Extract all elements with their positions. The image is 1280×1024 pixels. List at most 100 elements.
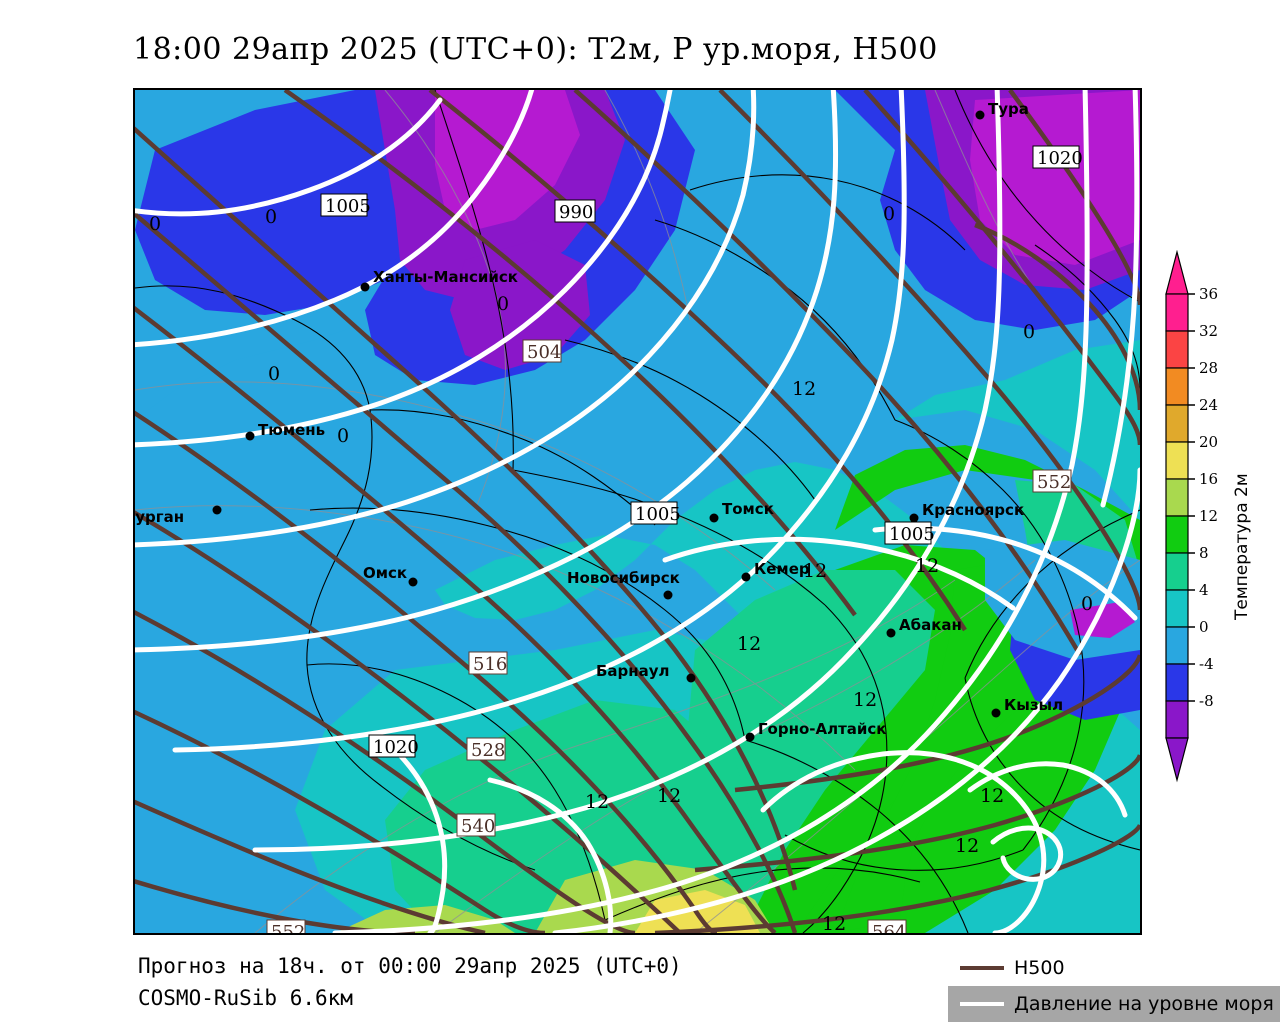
city-tyumen: Тюмень xyxy=(245,421,325,441)
city-dot xyxy=(408,577,418,587)
temp-label-12-4: 12 xyxy=(737,633,761,655)
svg-text:552: 552 xyxy=(1037,472,1071,493)
city-barnaul: Барнаул xyxy=(596,662,696,683)
colorbar-tick--8: -8 xyxy=(1199,692,1214,710)
mslp-labels: 1005 990 1020 1005 1005 1020 xyxy=(320,145,1083,758)
temp-fill-coldest-b xyxy=(970,90,1140,265)
temp-label-0-7: 0 xyxy=(1023,321,1035,343)
mslp-label-1020-a: 1020 xyxy=(1032,145,1083,169)
city-novosibirsk: Новосибирск xyxy=(567,569,680,600)
city-label: Горно-Алтайск xyxy=(758,720,887,738)
model-line: COSMO-RuSib 6.6км xyxy=(138,986,353,1010)
city-label: Новосибирск xyxy=(567,569,680,587)
colorbar-tick-16: 16 xyxy=(1199,470,1218,488)
city-dot xyxy=(975,110,985,120)
temp-label-12-10: 12 xyxy=(822,913,846,933)
colorbar-tick-28: 28 xyxy=(1199,359,1218,377)
mslp-label-1005-c: 1005 xyxy=(884,521,935,545)
colorbar-axis-title: Температура 2м xyxy=(1232,473,1252,620)
city-label: Тура xyxy=(988,100,1029,118)
mslp-line-swatch xyxy=(960,1002,1004,1006)
temp-label-0-4: 0 xyxy=(268,363,280,385)
legend-row-h500: H500 xyxy=(948,950,1280,986)
temp-label-0-3: 0 xyxy=(497,293,509,315)
colorbar-svg: 36 32 28 24 20 16 12 8 4 0 -4 -8 xyxy=(1165,250,1218,783)
city-label: Омск xyxy=(363,564,407,582)
city-krasnoyarsk: Красноярск xyxy=(909,501,1024,523)
svg-text:564: 564 xyxy=(872,922,906,933)
colorbar-tick-12: 12 xyxy=(1199,507,1218,525)
city-label: Абакан xyxy=(899,616,962,634)
svg-text:990: 990 xyxy=(559,202,593,223)
city-label: Красноярск xyxy=(922,501,1024,519)
temp-label-12-3: 12 xyxy=(915,555,939,577)
temp-label-0-2: 0 xyxy=(265,206,277,228)
temp-label-12: 12 xyxy=(792,378,816,400)
city-dot xyxy=(709,513,719,523)
city-kyzyl: Кызыл xyxy=(991,696,1063,718)
h500-label-516: 516 xyxy=(468,651,508,675)
colorbar-tick-0: 0 xyxy=(1199,618,1209,636)
city-omsk: Омск xyxy=(363,564,418,587)
colorbar-bands xyxy=(1165,250,1189,783)
svg-text:552: 552 xyxy=(271,922,305,933)
temp-label-0-5: 0 xyxy=(337,425,349,447)
city-dot xyxy=(360,282,370,292)
svg-text:1020: 1020 xyxy=(373,737,419,758)
h500-label-540: 540 xyxy=(456,813,496,837)
colorbar-tick--4: -4 xyxy=(1199,655,1214,673)
svg-text:516: 516 xyxy=(473,654,507,675)
city-kemerovo: Кемер xyxy=(741,560,810,582)
city-tura: Тура xyxy=(975,100,1029,120)
svg-text:504: 504 xyxy=(527,342,561,363)
temp-label-12-8: 12 xyxy=(980,785,1004,807)
city-dot xyxy=(663,590,673,600)
h500-label-528: 528 xyxy=(466,737,506,761)
map-canvas: 0 0 0 0 0 0 0 12 12 12 12 12 12 12 12 12… xyxy=(135,90,1140,933)
footer-text: Прогноз на 18ч. от 00:00 29апр 2025 (UTC… xyxy=(138,950,898,1014)
mslp-label-1005-a: 1005 xyxy=(320,193,371,217)
h500-label-552-b: 552 xyxy=(1032,469,1072,493)
mslp-label-1020-b: 1020 xyxy=(368,734,419,758)
h500-labels: 504 516 528 540 552 552 564 xyxy=(266,339,1072,933)
city-dot xyxy=(741,572,751,582)
city-markers: Тура Ханты-Мансийск Тюмень Курган Омск Т… xyxy=(135,100,1063,742)
city-dot xyxy=(212,505,222,515)
forecast-line: Прогноз на 18ч. от 00:00 29апр 2025 (UTC… xyxy=(138,954,682,978)
city-label: Кызыл xyxy=(1004,696,1063,714)
temp-label-12-6: 12 xyxy=(585,791,609,813)
svg-text:1005: 1005 xyxy=(889,524,935,545)
h500-label-564: 564 xyxy=(867,919,907,933)
city-gorno-altaysk: Горно-Алтайск xyxy=(745,720,887,742)
colorbar: 36 32 28 24 20 16 12 8 4 0 -4 -8 xyxy=(1158,250,1280,800)
city-label: Ханты-Мансийск xyxy=(373,268,518,286)
temp-contour-labels: 0 0 0 0 0 0 0 12 12 12 12 12 12 12 12 12… xyxy=(149,203,1093,933)
city-dot xyxy=(909,513,919,523)
h500-legend-label: H500 xyxy=(1014,957,1065,979)
legend-row-mslp: Давление на уровне моря xyxy=(948,986,1280,1022)
colorbar-tick-36: 36 xyxy=(1199,285,1218,303)
city-tomsk: Томск xyxy=(709,500,774,523)
colorbar-tick-4: 4 xyxy=(1199,581,1209,599)
city-abakan: Абакан xyxy=(886,616,962,638)
city-label: Тюмень xyxy=(258,421,325,439)
svg-text:1020: 1020 xyxy=(1037,148,1083,169)
svg-text:540: 540 xyxy=(461,816,495,837)
temp-label-12-7: 12 xyxy=(657,785,681,807)
city-dot xyxy=(991,708,1001,718)
colorbar-tick-32: 32 xyxy=(1199,322,1218,340)
mslp-label-1005-b: 1005 xyxy=(630,501,681,525)
temp-label-12-2: 12 xyxy=(803,560,827,582)
city-dot xyxy=(245,431,255,441)
colorbar-tick-20: 20 xyxy=(1199,433,1218,451)
svg-text:528: 528 xyxy=(471,740,505,761)
city-dot xyxy=(886,628,896,638)
colorbar-ticks: 36 32 28 24 20 16 12 8 4 0 -4 -8 xyxy=(1188,285,1218,710)
weather-map: 0 0 0 0 0 0 0 12 12 12 12 12 12 12 12 12… xyxy=(133,88,1142,935)
temp-label-0-6: 0 xyxy=(883,203,895,225)
page-title: 18:00 29апр 2025 (UTC+0): T2м, P ур.моря… xyxy=(133,32,938,67)
city-kurgan: Курган xyxy=(135,505,222,526)
temp-label-12-5: 12 xyxy=(853,689,877,711)
temp-label-0: 0 xyxy=(149,213,161,235)
city-label: Томск xyxy=(722,500,774,518)
